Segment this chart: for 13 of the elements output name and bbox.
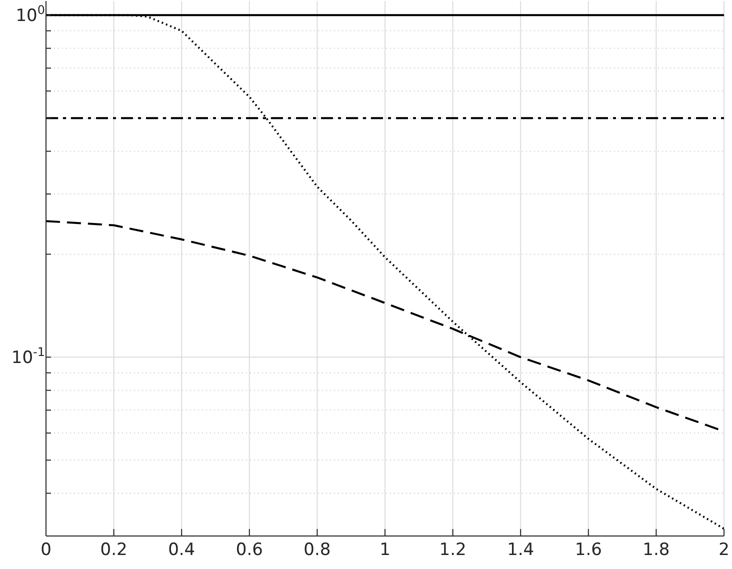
x-tick-label: 1.2 — [439, 540, 466, 560]
x-tick-label: 1.4 — [507, 540, 534, 560]
x-tick-label: 1 — [380, 540, 390, 560]
x-tick-label: 1.8 — [642, 540, 670, 560]
x-tick-label: 0 — [40, 540, 52, 560]
x-tick-label: 0.6 — [236, 540, 263, 560]
x-tick-label: 2 — [718, 540, 730, 560]
x-tick-label: 0.8 — [304, 540, 331, 560]
y-tick-label: 10$^{-1}$ — [11, 345, 45, 368]
x-tick-label: 0.2 — [100, 540, 128, 560]
x-tick-label: 0.4 — [168, 540, 196, 560]
y-tick-label: 10$^{0}$ — [16, 3, 45, 26]
x-tick-label: 1.6 — [574, 540, 602, 560]
